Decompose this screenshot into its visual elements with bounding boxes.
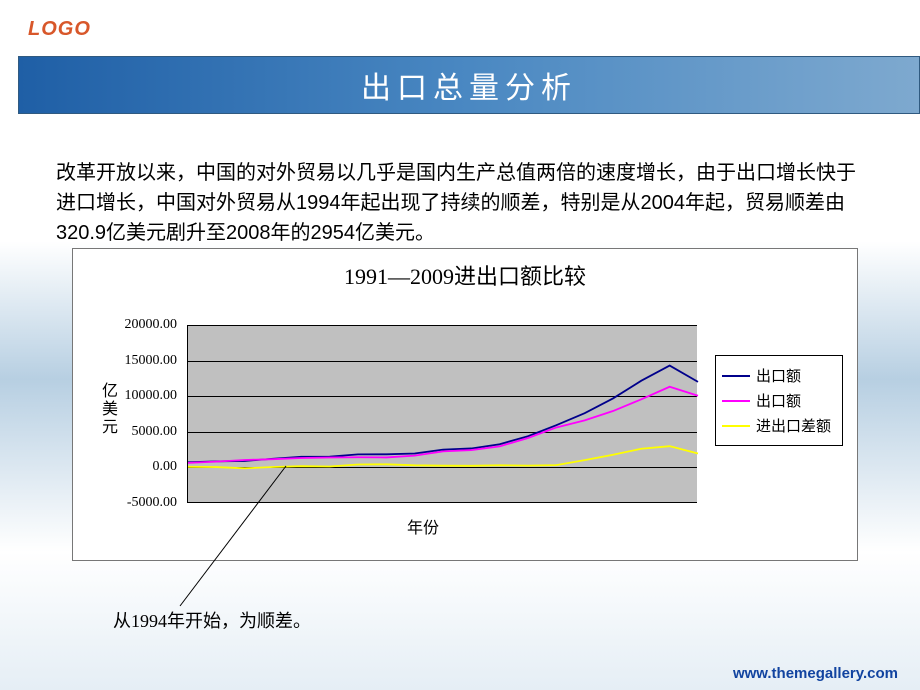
y-ticks: -5000.000.005000.0010000.0015000.0020000… [87,325,182,503]
chart-title: 1991—2009进出口额比较 [73,249,857,291]
annotation-text: 从1994年开始，为顺差。 [113,607,311,633]
legend-label: 进出口差额 [756,415,831,436]
body-paragraph: 改革开放以来，中国的对外贸易以几乎是国内生产总值两倍的速度增长，由于出口增长快于… [56,158,866,248]
title-bar: 出口总量分析 [18,56,920,114]
logo: LOGO [28,18,91,41]
legend-row: 出口额 [722,390,836,411]
legend-label: 出口额 [756,390,801,411]
legend-swatch [722,375,750,377]
footer-link[interactable]: www.themegallery.com [733,665,898,682]
series-line [188,387,698,463]
legend-row: 进出口差额 [722,415,836,436]
legend-label: 出口额 [756,365,801,386]
y-tick-label: -5000.00 [127,495,177,511]
legend-row: 出口额 [722,365,836,386]
legend: 出口额出口额进出口差额 [715,355,843,446]
annotation-arrow [180,466,320,606]
legend-swatch [722,425,750,427]
y-tick-label: 5000.00 [132,424,178,440]
y-tick-label: 15000.00 [125,353,178,369]
page-title: 出口总量分析 [361,63,577,107]
y-tick-label: 0.00 [153,459,178,475]
x-axis-label: 年份 [407,514,439,538]
y-tick-label: 20000.00 [125,317,178,333]
series-line [188,366,698,463]
y-tick-label: 10000.00 [125,388,178,404]
legend-swatch [722,400,750,402]
